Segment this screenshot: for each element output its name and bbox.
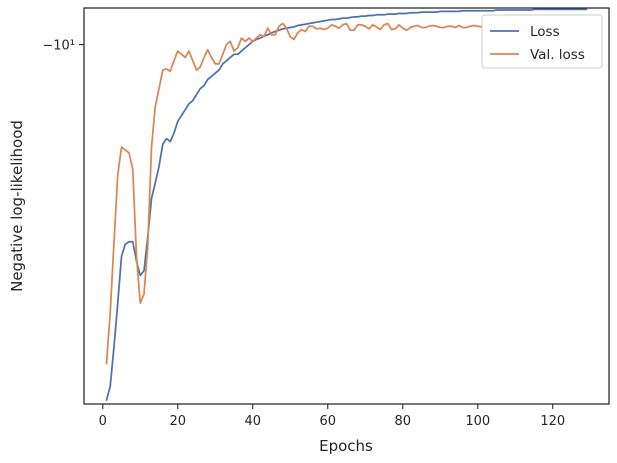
plot-frame — [83, 7, 610, 405]
y-axis-label: Negative log-likelihood — [8, 120, 26, 292]
x-tick-label: 120 — [540, 414, 565, 429]
x-tick-label: 60 — [319, 414, 336, 429]
series-line-loss — [105, 8, 588, 401]
x-axis-label: Epochs — [319, 437, 373, 455]
x-tick-label: 40 — [244, 414, 261, 429]
x-tick-label: 100 — [465, 414, 490, 429]
ticks-layer: 0 20 40 60 80 100 120 −10¹ — [42, 39, 565, 429]
x-tick-label: 0 — [99, 414, 107, 429]
legend-label-val-loss: Val. loss — [530, 47, 585, 63]
legend-label-loss: Loss — [530, 24, 560, 40]
y-tick-label: −10¹ — [42, 39, 75, 54]
legend: Loss Val. loss — [481, 14, 603, 69]
x-tick-label: 20 — [169, 414, 186, 429]
x-tick-label: 80 — [394, 414, 411, 429]
